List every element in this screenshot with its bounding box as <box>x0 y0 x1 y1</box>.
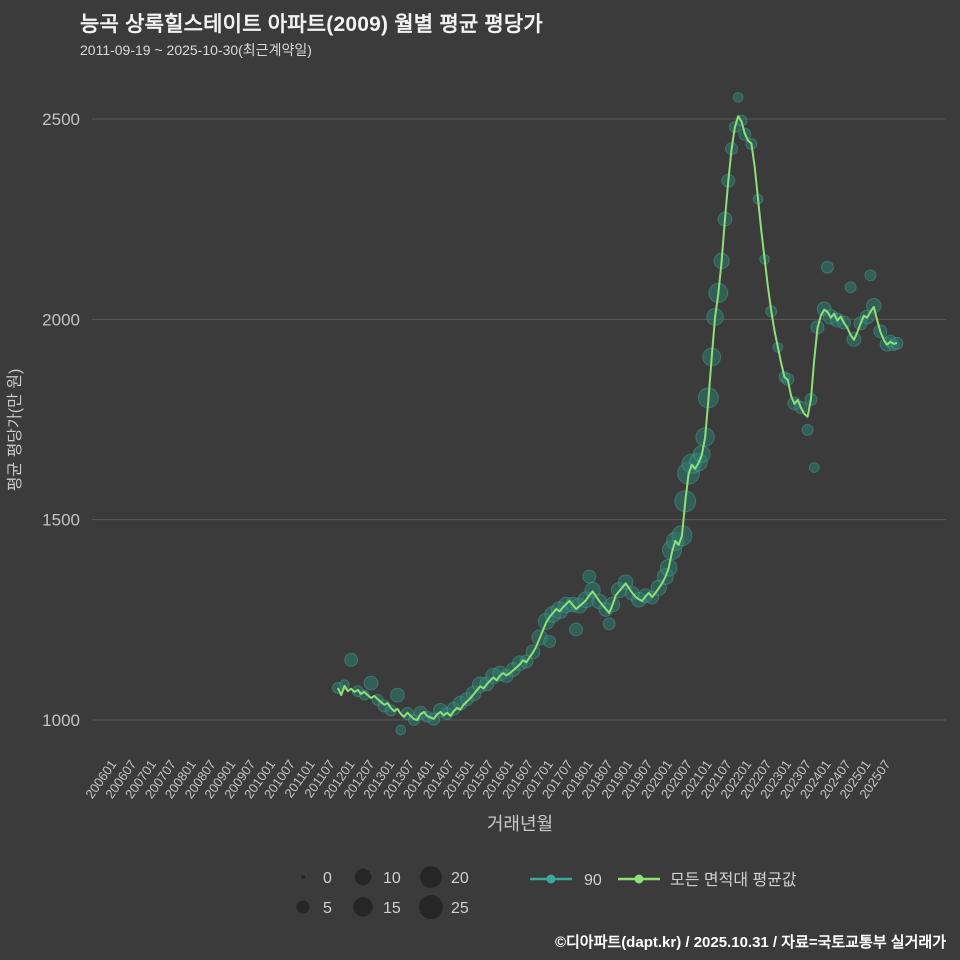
bubble-point <box>395 724 407 736</box>
size-legend: 0 10 20 5 15 25 <box>296 866 469 919</box>
gridlines: 1000 1500 2000 2500 <box>42 110 946 730</box>
y-tick-label: 2000 <box>42 310 80 329</box>
legend-90-label: 90 <box>584 872 602 889</box>
size-legend-label: 15 <box>383 900 401 917</box>
size-legend-label: 20 <box>451 870 469 887</box>
legend-90-dot <box>546 874 556 884</box>
bubble-point <box>808 462 820 473</box>
chart-title: 능곡 상록힐스테이트 아파트(2009) 월별 평균 평당가 <box>80 13 543 36</box>
bubble-point <box>339 679 350 691</box>
legend-avg-label: 모든 면적대 평균값 <box>670 871 797 889</box>
bubble-point <box>844 281 857 294</box>
series-legend: 90 모든 면적대 평균값 <box>530 871 797 889</box>
size-legend-label: 25 <box>451 900 469 917</box>
bubble-point <box>584 582 601 599</box>
bubble-point <box>602 617 616 631</box>
size-legend-circle <box>420 866 442 888</box>
size-legend-circle <box>419 895 443 919</box>
x-axis-label: 거래년월 <box>487 814 553 834</box>
size-legend-label: 0 <box>323 870 332 887</box>
y-tick-label: 1500 <box>42 511 80 530</box>
bubble-point <box>543 634 557 648</box>
bubble-point <box>801 423 814 436</box>
bubble-point <box>820 260 834 274</box>
bubble-point <box>864 269 877 282</box>
bubble-point <box>732 92 744 103</box>
size-legend-circle <box>296 900 310 914</box>
size-legend-circle <box>353 897 373 917</box>
bubble-point <box>363 675 379 691</box>
bubble-point <box>865 297 882 314</box>
size-legend-label: 5 <box>323 900 332 917</box>
average-price-line <box>337 115 898 721</box>
y-tick-label: 2500 <box>42 110 80 129</box>
bubble-point <box>617 574 634 590</box>
bubble-series-90 <box>331 92 904 736</box>
x-axis: 2006012006072007012007072008012008072009… <box>82 757 893 801</box>
chart-subtitle: 2011-09-19 ~ 2025-10-30(최근계약일) <box>80 42 312 58</box>
size-legend-circle <box>301 875 305 879</box>
bubble-point <box>344 652 359 667</box>
bubble-point <box>582 569 597 584</box>
size-legend-circle <box>354 868 372 886</box>
y-tick-label: 1000 <box>42 711 80 730</box>
bubble-point <box>569 622 584 637</box>
y-axis-label: 평균 평당가(만 원) <box>6 369 24 492</box>
source-credit: ©디아파트(dapt.kr) / 2025.10.31 / 자료=국토교통부 실… <box>554 934 946 951</box>
bubble-point <box>390 687 405 703</box>
size-legend-label: 10 <box>383 870 401 887</box>
legend-avg-dot <box>634 874 644 884</box>
